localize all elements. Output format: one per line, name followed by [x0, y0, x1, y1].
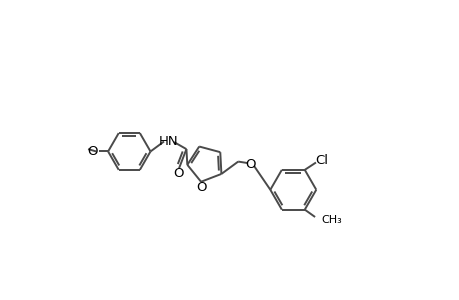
Text: O: O	[87, 145, 98, 158]
Text: HN: HN	[159, 135, 178, 148]
Text: CH₃: CH₃	[321, 215, 341, 225]
Text: O: O	[245, 158, 255, 171]
Text: O: O	[196, 181, 207, 194]
Text: Cl: Cl	[314, 154, 327, 167]
Text: O: O	[173, 167, 183, 180]
